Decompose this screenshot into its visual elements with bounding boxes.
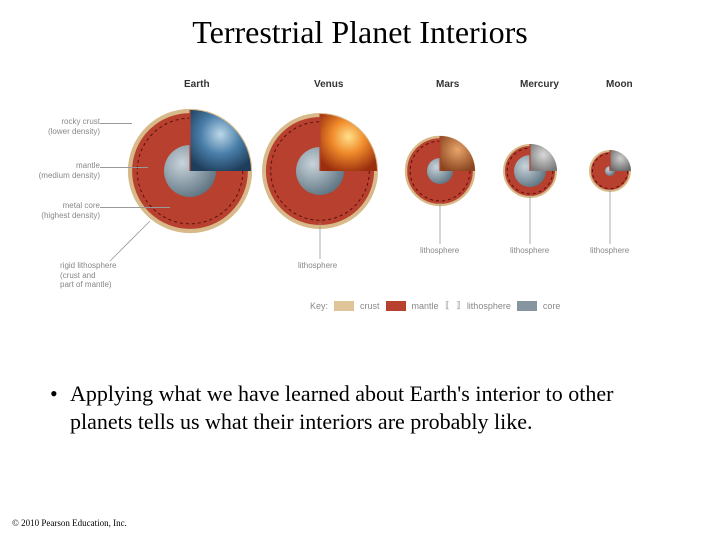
planet-label: Mercury: [520, 79, 559, 90]
annot-core-l1: metal core: [20, 201, 100, 211]
legend-swatch-core: [517, 301, 537, 311]
legend-swatch-crust: [334, 301, 354, 311]
annot-core: metal core (highest density): [20, 201, 100, 220]
annot-line: [100, 167, 148, 168]
legend-lith-symbol: ⟦ ⟧: [445, 301, 461, 311]
copyright: © 2010 Pearson Education, Inc.: [12, 518, 127, 528]
lith-moon: lithosphere: [590, 246, 629, 255]
legend-label: Key:: [310, 301, 328, 311]
annot-lith-l1: rigid lithosphere: [60, 261, 140, 271]
lith-mars: lithosphere: [420, 246, 459, 255]
annot-core-l2: (highest density): [20, 211, 100, 221]
annot-crust-l2: (lower density): [20, 127, 100, 137]
legend-mantle: mantle: [412, 301, 439, 311]
bullet-text: • Applying what we have learned about Ea…: [70, 380, 650, 435]
annot-mantle-l2: (medium density): [20, 171, 100, 181]
planet-label: Mars: [436, 79, 459, 90]
annot-lith: rigid lithosphere (crust and part of man…: [60, 261, 140, 290]
planet-diagram: rocky crust (lower density) mantle (medi…: [0, 71, 720, 351]
annot-lith-l3: part of mantle): [60, 280, 140, 290]
annot-crust-l1: rocky crust: [20, 117, 100, 127]
annot-line: [100, 207, 170, 208]
legend-swatch-mantle: [386, 301, 406, 311]
annot-crust: rocky crust (lower density): [20, 117, 100, 136]
planet-label: Moon: [606, 79, 633, 90]
legend: Key: crust mantle ⟦ ⟧ lithosphere core: [310, 301, 560, 311]
page-title: Terrestrial Planet Interiors: [0, 0, 720, 51]
lith-mercury: lithosphere: [510, 246, 549, 255]
planet-label: Earth: [184, 79, 210, 90]
annot-mantle: mantle (medium density): [20, 161, 100, 180]
bullet-content: Applying what we have learned about Eart…: [70, 381, 613, 434]
legend-lith: lithosphere: [467, 301, 511, 311]
legend-crust: crust: [360, 301, 380, 311]
planet-label: Venus: [314, 79, 343, 90]
annot-mantle-l1: mantle: [20, 161, 100, 171]
legend-core: core: [543, 301, 561, 311]
annot-lith-l2: (crust and: [60, 271, 140, 281]
bullet-dot: •: [50, 380, 58, 408]
annot-line: [100, 123, 132, 124]
lith-venus: lithosphere: [298, 261, 337, 270]
